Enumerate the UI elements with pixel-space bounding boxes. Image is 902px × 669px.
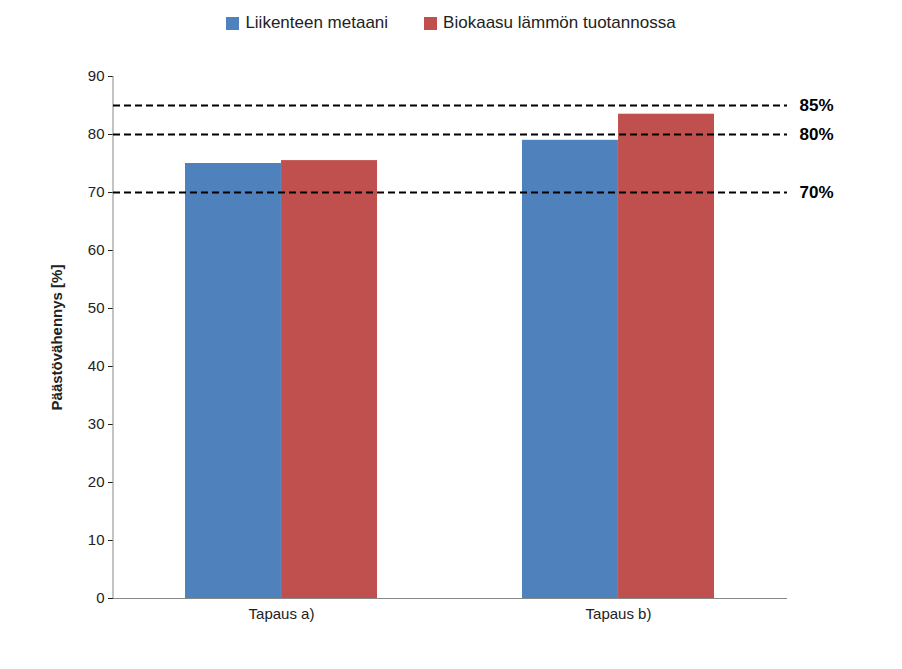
html-text:Liikenteen metaani: Liikenteen metaani [245, 13, 389, 32]
svg-text:80: 80 [88, 125, 105, 142]
svg-text:20: 20 [88, 473, 105, 490]
svg-text:85%: 85% [800, 96, 834, 115]
svg-text:60: 60 [88, 241, 105, 258]
svg-text:50: 50 [88, 299, 105, 316]
svg-text:70%: 70% [800, 183, 834, 202]
svg-text:80%: 80% [800, 125, 834, 144]
svg-text:30: 30 [88, 415, 105, 432]
svg-text:70: 70 [88, 183, 105, 200]
svg-text:Tapaus b): Tapaus b) [586, 605, 652, 622]
svg-text:0: 0 [96, 589, 104, 606]
html-text:Biokaasu lämmön tuotannossa: Biokaasu lämmön tuotannossa [443, 13, 676, 32]
svg-text:Tapaus a): Tapaus a) [249, 605, 315, 622]
svg-text:Päästövähennys [%]: Päästövähennys [%] [48, 265, 65, 411]
svg-text:10: 10 [88, 531, 105, 548]
svg-text:90: 90 [88, 67, 105, 84]
svg-text:40: 40 [88, 357, 105, 374]
